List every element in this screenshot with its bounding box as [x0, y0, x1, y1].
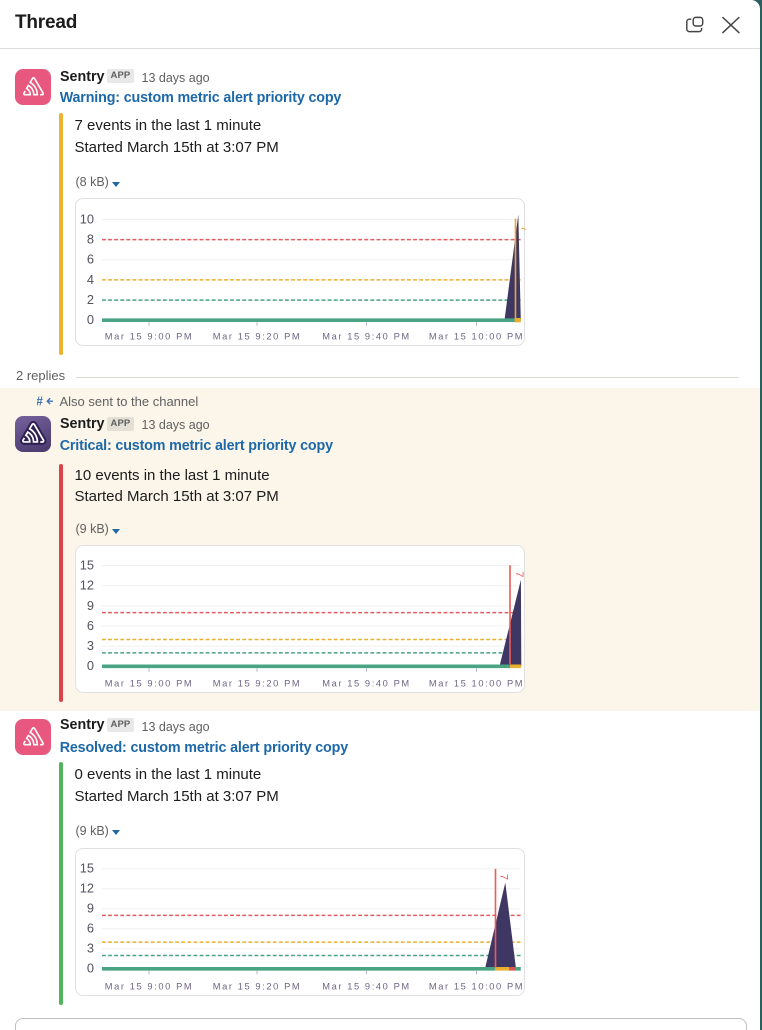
- svg-text:Mar 15 9:00 PM: Mar 15 9:00 PM: [105, 331, 194, 341]
- svg-text:6: 6: [87, 618, 94, 633]
- svg-text:Mar 15 9:00 PM: Mar 15 9:00 PM: [105, 982, 194, 992]
- svg-text:Mar 15 9:20 PM: Mar 15 9:20 PM: [213, 679, 302, 689]
- svg-text:12: 12: [80, 881, 94, 896]
- svg-text:Mar 15 10:00 PM: Mar 15 10:00 PM: [429, 331, 524, 341]
- svg-text:7: 7: [513, 571, 525, 577]
- svg-text:Mar 15 9:20 PM: Mar 15 9:20 PM: [213, 982, 302, 992]
- svg-text:Mar 15 10:00 PM: Mar 15 10:00 PM: [429, 982, 524, 992]
- svg-text:9: 9: [87, 901, 94, 916]
- svg-text:7: 7: [498, 874, 510, 880]
- svg-text:Mar 15 9:00 PM: Mar 15 9:00 PM: [105, 679, 194, 689]
- svg-text:7: 7: [519, 225, 526, 231]
- svg-text:6: 6: [87, 251, 94, 266]
- svg-text:9: 9: [87, 598, 94, 613]
- svg-text:3: 3: [87, 941, 94, 956]
- svg-text:0: 0: [87, 312, 94, 327]
- svg-text:3: 3: [87, 638, 94, 653]
- svg-text:Mar 15 9:40 PM: Mar 15 9:40 PM: [322, 331, 411, 341]
- svg-text:0: 0: [87, 658, 94, 673]
- svg-text:8: 8: [87, 231, 94, 246]
- svg-text:12: 12: [80, 578, 94, 593]
- svg-text:10: 10: [80, 211, 94, 226]
- svg-text:Mar 15 10:00 PM: Mar 15 10:00 PM: [429, 679, 524, 689]
- svg-text:Mar 15 9:40 PM: Mar 15 9:40 PM: [322, 982, 411, 992]
- svg-text:6: 6: [87, 921, 94, 936]
- svg-text:15: 15: [80, 558, 94, 573]
- svg-text:#: #: [37, 395, 43, 407]
- svg-text:Mar 15 9:20 PM: Mar 15 9:20 PM: [213, 331, 302, 341]
- svg-text:0: 0: [87, 961, 94, 976]
- svg-text:4: 4: [87, 271, 94, 286]
- svg-text:Mar 15 9:40 PM: Mar 15 9:40 PM: [322, 679, 411, 689]
- svg-text:2: 2: [87, 292, 94, 307]
- svg-text:15: 15: [80, 861, 94, 876]
